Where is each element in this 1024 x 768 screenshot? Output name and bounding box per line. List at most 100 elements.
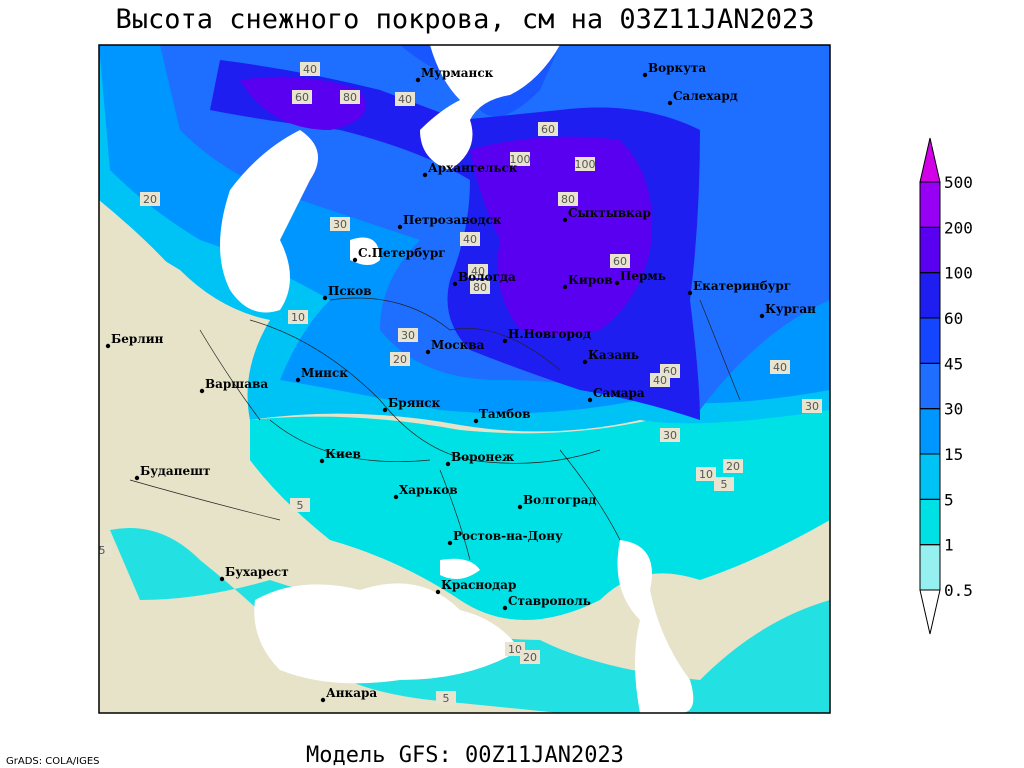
city-label: Петрозаводск (403, 213, 502, 227)
city-label: Волгоград (523, 493, 596, 507)
contour-label-box (470, 280, 490, 294)
city-dot (320, 697, 326, 703)
city-label: Архангельск (428, 161, 518, 175)
city-label: Киев (325, 447, 361, 461)
colorbar-bin (919, 181, 941, 228)
city-label: Москва (431, 338, 485, 352)
borders (129, 297, 741, 561)
city-dot (562, 217, 568, 223)
snow-100-200 (240, 76, 652, 336)
credit: GrADS: COLA/IGES (6, 756, 100, 767)
contour-label: 30 (805, 400, 819, 413)
city-label: Н.Новгород (508, 327, 591, 341)
map-title: Высота снежного покрова, см на 03Z11JAN2… (116, 4, 815, 35)
city-label: Казань (588, 348, 639, 362)
contour-label-box (510, 152, 530, 166)
contour-label: 100 (575, 158, 596, 171)
city-label: Минск (301, 366, 348, 380)
colorbar-bin (919, 453, 941, 500)
contour-label-box (390, 352, 410, 366)
city-label: Харьков (399, 483, 458, 497)
contour-label-box (288, 310, 308, 324)
map-frame (98, 44, 831, 714)
contour-label-box (99, 543, 112, 557)
city-dot (422, 172, 428, 178)
colorbar-bin (919, 226, 941, 274)
contour-label-box (660, 428, 680, 442)
contour-label-box (802, 399, 822, 413)
colorbar-bin (919, 317, 941, 364)
west-land (99, 200, 203, 340)
contour-label-box (398, 328, 418, 342)
city-label: Ростов-на-Дону (453, 529, 563, 543)
contour-label-box (468, 264, 488, 278)
white-sea (420, 45, 560, 170)
contour-label: 40 (471, 265, 485, 278)
city-dot (322, 295, 328, 301)
city-dot (447, 540, 453, 546)
azov-sea (440, 558, 480, 579)
city-dot (105, 343, 111, 349)
city-label: Бухарест (225, 565, 289, 579)
caspian-sea (617, 540, 694, 713)
colorbar-label: 45 (944, 354, 963, 373)
contour-label: 10 (699, 468, 713, 481)
contour-label-box (770, 360, 790, 374)
city-label: Киров (568, 273, 613, 287)
contour-label-box (140, 192, 160, 206)
contour-label: 20 (393, 353, 407, 366)
city-dot (425, 349, 431, 355)
city-label: Варшава (205, 377, 268, 391)
city-dot (393, 494, 399, 500)
contour-label: 30 (663, 429, 677, 442)
colorbar-label: 60 (944, 309, 963, 328)
contour-label-box (292, 90, 312, 104)
contour-label-box (575, 157, 595, 171)
city-dot (452, 281, 458, 287)
colorbar-bin (919, 498, 941, 546)
city-dot (134, 475, 140, 481)
contour-label: 80 (561, 193, 575, 206)
snow-south (110, 528, 830, 713)
city-label: Самара (593, 386, 645, 400)
contour-label-box (538, 122, 558, 136)
contour-label: 60 (613, 255, 627, 268)
colorbar-label: 15 (944, 445, 963, 464)
contour-label-box (300, 62, 320, 76)
colorbar-bin (919, 408, 941, 455)
contour-label: 100 (510, 153, 531, 166)
city-label: Воронеж (451, 450, 514, 464)
city-dot (562, 284, 568, 290)
colorbar-bin (919, 544, 941, 591)
city-label: Мурманск (421, 66, 494, 80)
city-label: Брянск (388, 396, 441, 410)
colorbar-label: 1 (944, 536, 954, 555)
contour-label: 30 (401, 329, 415, 342)
contour-label: 20 (523, 651, 537, 664)
contour-label: 20 (726, 460, 740, 473)
city-label: Псков (328, 284, 372, 298)
city-dot (587, 397, 593, 403)
contour-label-box (714, 477, 734, 491)
colorbar-high (919, 137, 941, 183)
city-dot (415, 77, 421, 83)
contour-label: 5 (721, 478, 728, 491)
contour-label-box (290, 498, 310, 512)
colorbar-label: 5 (944, 490, 954, 509)
black-sea (254, 583, 520, 684)
city-dot (517, 504, 523, 510)
contour-label: 40 (653, 374, 667, 387)
colorbar-label: 200 (944, 218, 973, 237)
city-dot (382, 407, 388, 413)
city-label: Салехард (673, 89, 738, 103)
contour-label: 80 (473, 281, 487, 294)
snow-1-5 (250, 410, 830, 620)
city-label: Курган (765, 302, 816, 316)
contour-label-box (558, 192, 578, 206)
colorbar-low (919, 589, 941, 635)
city-label: Анкара (326, 686, 377, 700)
contour-label: 5 (99, 544, 106, 557)
contour-label: 40 (398, 93, 412, 106)
